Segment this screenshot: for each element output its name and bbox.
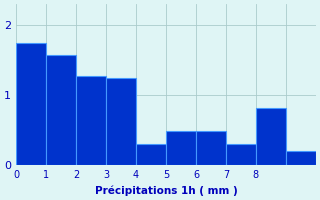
Bar <box>226 144 256 165</box>
X-axis label: Précipitations 1h ( mm ): Précipitations 1h ( mm ) <box>95 185 237 196</box>
Bar <box>76 76 106 165</box>
Bar <box>106 78 136 165</box>
Bar <box>16 43 46 165</box>
Bar <box>136 144 166 165</box>
Bar <box>46 55 76 165</box>
Bar <box>166 131 196 165</box>
Bar <box>256 108 286 165</box>
Bar <box>286 151 316 165</box>
Bar <box>196 131 226 165</box>
